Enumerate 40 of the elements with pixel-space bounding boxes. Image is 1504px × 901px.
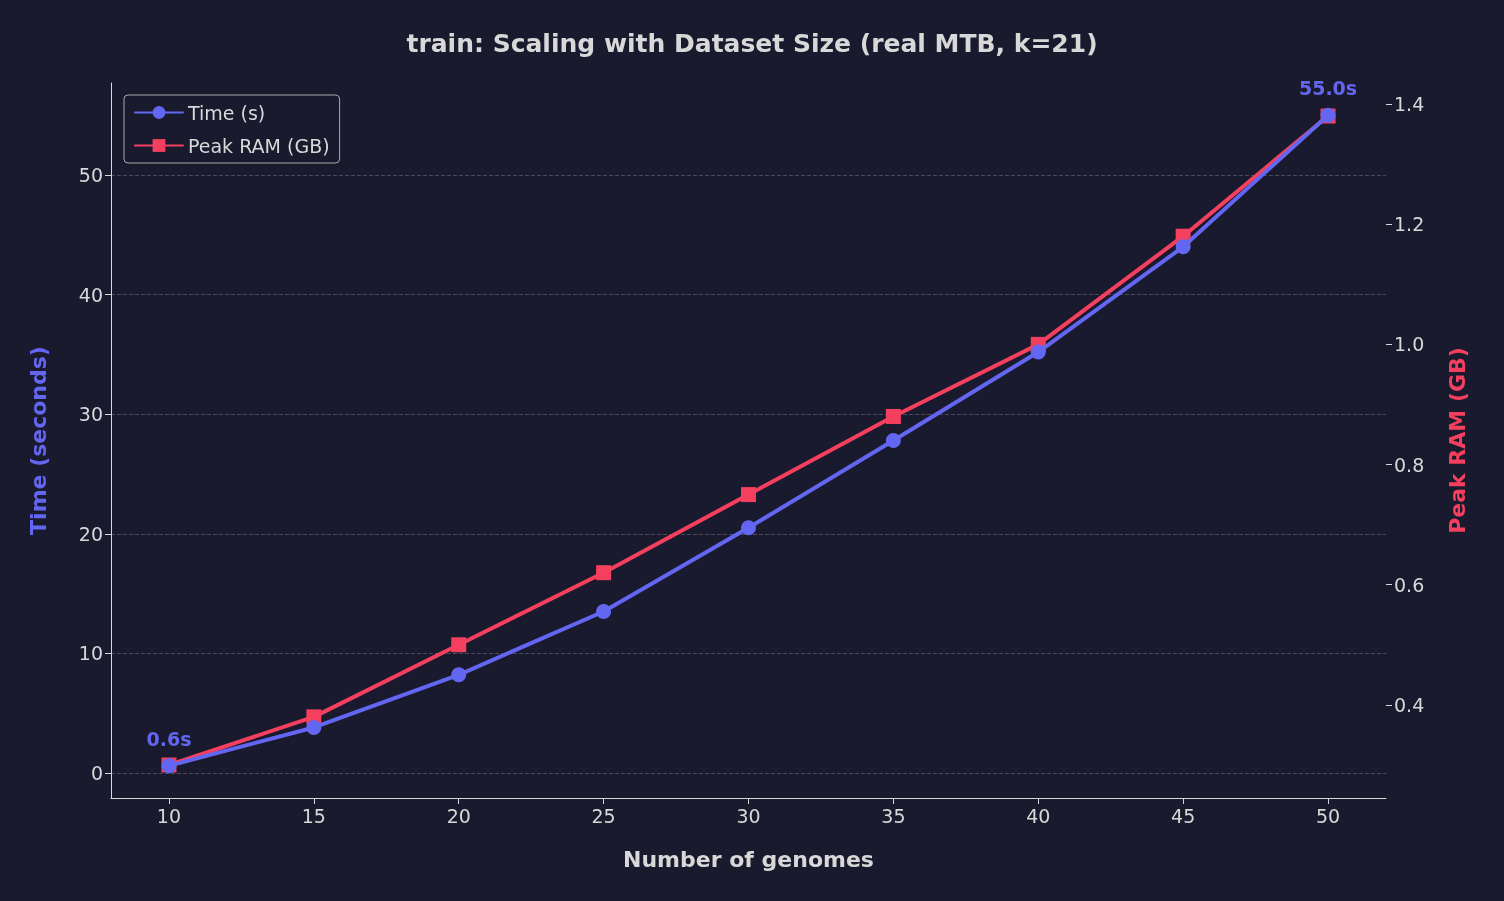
y2-tick-label: 0.8 [1394, 453, 1425, 476]
y-tick-label: 20 [78, 522, 103, 545]
data-label: 0.6s [146, 727, 192, 750]
y2-tick-label: 0.6 [1394, 573, 1425, 596]
data-label: 55.0s [1298, 77, 1358, 100]
y-tick-label: 10 [78, 642, 103, 665]
point [596, 565, 612, 581]
x-tick-label: 45 [1171, 804, 1196, 827]
x-tick-label: 20 [446, 804, 471, 827]
y-tick-label: 30 [78, 403, 103, 426]
y2-axis-title: Peak RAM (GB) [1444, 347, 1470, 534]
x-tick-label: 50 [1315, 804, 1341, 827]
legend-label: Peak RAM (GB) [188, 134, 330, 157]
chart-title: train: Scaling with Dataset Size (real MTB, k=21) [406, 29, 1098, 58]
point [885, 433, 901, 448]
x-tick-label: 40 [1026, 804, 1051, 827]
legend-label: Time (s) [187, 101, 266, 124]
y-tick-label: 50 [78, 164, 103, 187]
y-tick-label: 0 [90, 761, 103, 784]
y2-tick-label: 1.4 [1394, 93, 1425, 116]
x-tick-label: 35 [881, 804, 906, 827]
point [885, 408, 901, 424]
x-axis-title: Number of genomes [623, 846, 874, 872]
x-tick-label: 15 [301, 804, 326, 827]
x-tick-label: 10 [156, 804, 182, 827]
point [451, 667, 467, 683]
point [1030, 344, 1046, 360]
point [1175, 239, 1191, 255]
x-tick-label: 25 [591, 804, 616, 827]
y-tick-label: 40 [78, 283, 103, 306]
point [451, 637, 467, 653]
x-tick-label: 30 [736, 804, 761, 827]
point [741, 520, 756, 536]
y2-tick-label: 1.0 [1394, 333, 1425, 356]
point [306, 719, 322, 735]
y-axis-title: Time (seconds) [25, 346, 51, 535]
point [596, 603, 612, 619]
point [741, 487, 756, 503]
y2-tick-label: 0.4 [1394, 693, 1425, 716]
y2-tick-label: 1.2 [1394, 213, 1425, 236]
